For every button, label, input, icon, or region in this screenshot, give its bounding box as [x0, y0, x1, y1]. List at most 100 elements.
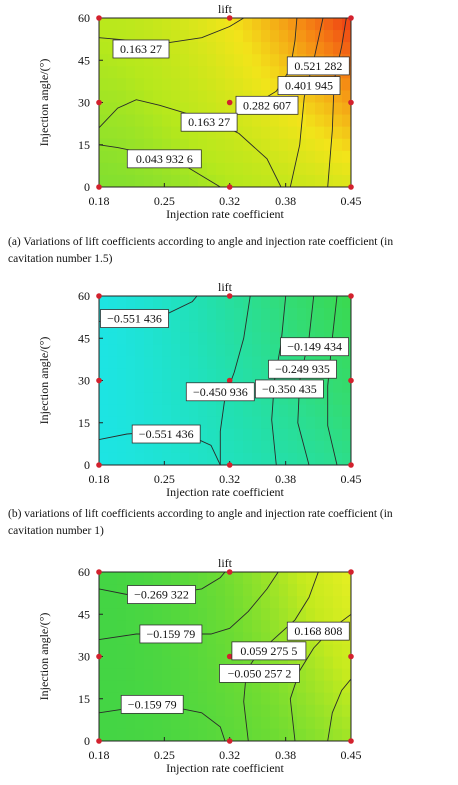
- field-cell: [144, 18, 154, 31]
- field-cell: [243, 356, 253, 370]
- field-cell: [324, 404, 334, 418]
- field-cell: [180, 174, 190, 187]
- field-cell: [153, 356, 163, 370]
- field-cell: [99, 440, 109, 454]
- field-cell: [153, 296, 163, 309]
- field-cell: [180, 102, 190, 116]
- field-cell: [261, 404, 271, 418]
- field-cell: [243, 320, 253, 333]
- field-cell: [144, 30, 154, 43]
- field-cell: [135, 102, 145, 116]
- field-cell: [288, 42, 298, 55]
- field-cell: [225, 632, 235, 646]
- field-cell: [333, 668, 343, 682]
- field-cell: [270, 680, 280, 694]
- field-cell: [198, 66, 208, 79]
- field-cell: [306, 102, 316, 116]
- field-cell: [171, 78, 181, 92]
- x-tick-label: 0.45: [341, 748, 362, 762]
- field-cell: [162, 332, 172, 345]
- field-cell: [108, 150, 118, 164]
- field-cell: [108, 692, 118, 706]
- field-cell: [333, 320, 343, 333]
- field-cell: [108, 356, 118, 370]
- field-cell: [207, 452, 217, 465]
- field-cell: [198, 692, 208, 706]
- field-cell: [198, 680, 208, 694]
- contour-label: −0.159 79: [146, 627, 195, 641]
- field-cell: [180, 308, 190, 321]
- field-cell: [162, 452, 172, 465]
- field-cell: [153, 644, 163, 658]
- field-cell: [270, 150, 280, 164]
- field-cell: [99, 692, 109, 706]
- field-cell: [252, 716, 262, 730]
- design-point: [226, 15, 233, 21]
- contour-label: 0.163 27: [120, 42, 162, 56]
- field-cell: [189, 728, 199, 741]
- field-cell: [126, 716, 136, 730]
- field-cell: [252, 728, 262, 741]
- field-cell: [162, 656, 172, 670]
- field-cell: [189, 416, 199, 430]
- field-cell: [297, 392, 307, 406]
- field-cell: [216, 162, 226, 176]
- field-cell: [216, 356, 226, 370]
- field-cell: [261, 344, 271, 357]
- field-cell: [288, 296, 298, 309]
- field-cell: [180, 66, 190, 79]
- field-cell: [216, 644, 226, 658]
- x-tick-label: 0.25: [154, 472, 175, 486]
- field-cell: [342, 296, 351, 309]
- contour-label: −0.249 935: [275, 362, 330, 376]
- field-cell: [126, 296, 136, 309]
- y-tick-label: 45: [78, 331, 90, 345]
- field-cell: [234, 344, 244, 357]
- field-cell: [198, 596, 208, 609]
- field-cell: [99, 728, 109, 741]
- field-cell: [315, 596, 325, 609]
- field-cell: [180, 320, 190, 333]
- field-cell: [153, 344, 163, 357]
- field-cell: [225, 90, 235, 104]
- field-cell: [306, 656, 316, 670]
- field-cell: [225, 332, 235, 345]
- field-cell: [108, 644, 118, 658]
- chart-title: lift: [218, 280, 233, 294]
- field-cell: [108, 584, 118, 597]
- field-cell: [270, 162, 280, 176]
- field-cell: [306, 296, 316, 309]
- field-cell: [279, 18, 289, 31]
- field-cell: [270, 608, 280, 621]
- field-cell: [243, 30, 253, 43]
- field-cell: [126, 440, 136, 454]
- field-cell: [207, 680, 217, 694]
- field-cell: [126, 114, 136, 128]
- field-cell: [216, 296, 226, 309]
- field-cell: [324, 452, 334, 465]
- field-cell: [207, 162, 217, 176]
- field-cell: [333, 728, 343, 741]
- field-cell: [216, 54, 226, 67]
- field-cell: [99, 102, 109, 116]
- field-cell: [126, 644, 136, 658]
- field-cell: [261, 704, 271, 718]
- field-cell: [162, 404, 172, 418]
- field-cell: [162, 18, 172, 31]
- field-cell: [252, 620, 262, 633]
- field-cell: [216, 42, 226, 55]
- field-cell: [252, 78, 262, 92]
- field-cell: [270, 114, 280, 128]
- field-cell: [162, 162, 172, 176]
- field-cell: [324, 644, 334, 658]
- field-cell: [126, 416, 136, 430]
- field-cell: [180, 344, 190, 357]
- field-cell: [216, 596, 226, 609]
- field-cell: [144, 368, 154, 382]
- field-cell: [126, 632, 136, 646]
- field-cell: [342, 174, 351, 187]
- field-cell: [171, 102, 181, 116]
- field-cell: [279, 174, 289, 187]
- field-cell: [225, 584, 235, 597]
- field-cell: [117, 452, 127, 465]
